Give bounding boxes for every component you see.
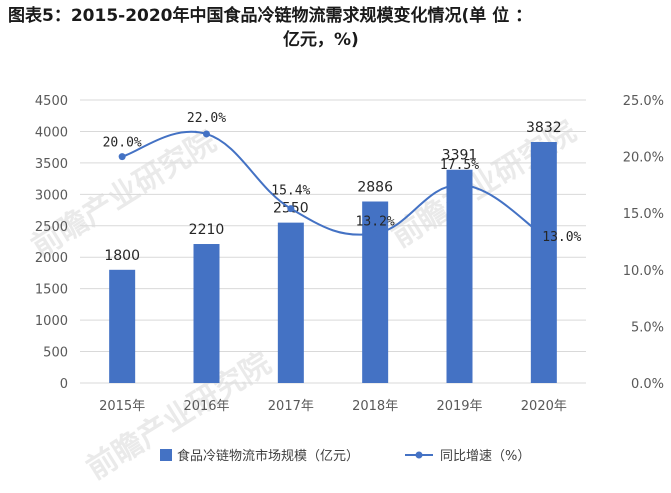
line-point <box>287 205 295 213</box>
left-axis-tick-label: 4000 <box>35 125 68 140</box>
left-axis-tick-label: 500 <box>43 346 68 361</box>
right-axis-tick-label: 5.0% <box>631 320 664 335</box>
bar-value-label: 3391 <box>442 148 478 164</box>
bar-value-label: 2210 <box>189 222 225 238</box>
line-value-labels: 20.0% 22.0% 15.4% 13.2% 17.5% 13.0% <box>103 111 582 245</box>
chart-title-line2: 亿元，%) <box>283 30 359 50</box>
bar-value-labels: 180022102550288633913832 <box>104 120 561 264</box>
bar-value-label: 1800 <box>104 248 140 264</box>
chart-title: 图表5：2015-2020年中国食品冷链物流需求规模变化情况(单 位 ： 亿元，… <box>8 4 663 52</box>
x-axis-tick-label: 2017年 <box>268 399 314 414</box>
left-axis-tick-label: 2500 <box>35 220 68 235</box>
x-axis-tick-label: 2018年 <box>352 399 398 414</box>
left-axis-tick-label: 3500 <box>35 157 68 172</box>
x-axis-ticks: 2015年 2016年 2017年 2018年 2019年 2020年 <box>99 399 567 414</box>
right-axis-tick-label: 15.0% <box>623 207 664 222</box>
bar <box>109 269 136 383</box>
line-point <box>456 181 463 189</box>
bar <box>193 244 220 383</box>
line-point <box>118 153 126 161</box>
left-axis-tick-label: 2000 <box>35 251 68 266</box>
x-axis-tick-label: 2019年 <box>436 399 482 414</box>
right-axis-tick-label: 25.0% <box>623 94 664 109</box>
left-axis-tick-label: 3000 <box>35 188 68 203</box>
line-value-label: 13.0% <box>542 230 581 245</box>
growth-rate-line <box>121 130 545 237</box>
bar <box>530 142 557 383</box>
gridlines <box>80 99 586 384</box>
bar <box>277 222 304 383</box>
left-axis-tick-label: 1500 <box>35 283 68 298</box>
line-value-label: 15.4% <box>271 184 310 199</box>
line-series <box>118 130 548 240</box>
x-axis-tick-label: 2016年 <box>183 399 229 414</box>
right-axis-ticks: 0.0% 5.0% 10.0% 15.0% 20.0% 25.0% <box>623 94 664 392</box>
right-axis-tick-label: 10.0% <box>623 264 664 279</box>
legend-bar-label: 食品冷链物流市场规模（亿元） <box>177 448 359 464</box>
x-axis-tick-label: 2015年 <box>99 399 145 414</box>
line-point <box>371 230 379 238</box>
left-axis-tick-label: 0 <box>60 377 68 392</box>
chart-title-line1: 图表5：2015-2020年中国食品冷链物流需求规模变化情况(单 位 ： <box>8 6 533 26</box>
legend-bar-swatch <box>160 449 172 461</box>
right-axis-tick-label: 20.0% <box>623 151 664 166</box>
line-value-label: 17.5% <box>440 158 479 173</box>
right-axis-tick-label: 0.0% <box>631 377 664 392</box>
line-point <box>203 130 210 138</box>
bar-value-label: 2886 <box>357 180 393 196</box>
line-value-label: 22.0% <box>187 111 226 126</box>
bar-series <box>109 142 557 383</box>
left-axis-tick-label: 1000 <box>35 314 68 329</box>
bar <box>446 169 473 383</box>
left-axis-ticks: 0 500 1000 1500 2000 2500 3000 3500 4000 4500 <box>35 94 68 392</box>
bar-value-label: 3832 <box>526 120 562 136</box>
legend-line-marker <box>415 451 423 459</box>
left-axis-tick-label: 4500 <box>35 94 68 109</box>
legend-line-label: 同比增速（%） <box>440 449 530 464</box>
line-point <box>540 232 548 240</box>
line-value-label: 20.0% <box>103 136 142 151</box>
line-value-label: 13.2% <box>356 215 395 230</box>
x-axis-tick-label: 2020年 <box>521 399 567 414</box>
legend: 食品冷链物流市场规模（亿元） 同比增速（%） <box>160 448 530 464</box>
